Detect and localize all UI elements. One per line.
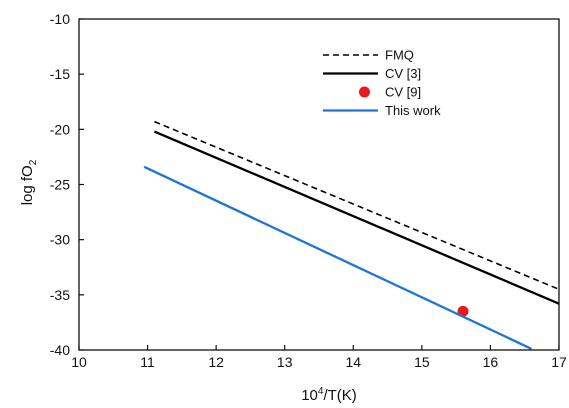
x-tick-label: 12 — [208, 354, 224, 370]
x-tick-label: 15 — [414, 354, 430, 370]
y-tick-label: -40 — [50, 342, 70, 358]
y-axis-label: log fO2 — [19, 159, 39, 205]
y-tick-label: -30 — [50, 232, 70, 248]
x-tick-label: 11 — [140, 354, 155, 370]
plot-frame — [78, 18, 560, 351]
x-axis-label-base: 10 — [301, 387, 318, 404]
y-tick-label: -10 — [50, 11, 70, 27]
x-axis-label: 104/T(K) — [301, 386, 357, 404]
x-tick-label: 14 — [345, 354, 361, 370]
y-axis-label-base: log fO — [19, 165, 36, 205]
x-axis-label-sup: 4 — [318, 386, 324, 397]
legend-label-this-work: This work — [385, 103, 441, 118]
x-axis-label-rest: /T(K) — [323, 387, 356, 404]
legend-label-cv-9: CV [9] — [385, 85, 421, 100]
ticks-layer: 10 11 12 13 14 15 16 17 -10 -15 -20 -25 -30 -35 -40 — [50, 11, 567, 370]
y-tick-label: -15 — [50, 66, 70, 82]
x-tick-label: 17 — [551, 354, 567, 370]
series-line-cv-3 — [153, 130, 560, 305]
series-layer — [143, 120, 560, 350]
legend-marker-cv-9 — [359, 86, 370, 98]
y-tick-label: -20 — [50, 121, 70, 137]
legend-label-fmq: FMQ — [385, 48, 414, 63]
y-axis-label-sub: 2 — [28, 159, 39, 165]
y-tick-label: -35 — [50, 287, 70, 303]
x-tick-label: 10 — [71, 354, 87, 370]
legend: FMQ CV [3] CV [9] This work — [323, 48, 441, 118]
x-tick-label: 16 — [483, 354, 499, 370]
series-line-fmq — [154, 120, 560, 291]
x-tick-label: 13 — [277, 354, 293, 370]
series-line-this-work — [143, 165, 533, 350]
legend-label-cv-3: CV [3] — [385, 66, 421, 81]
y-tick-label: -25 — [50, 177, 70, 193]
